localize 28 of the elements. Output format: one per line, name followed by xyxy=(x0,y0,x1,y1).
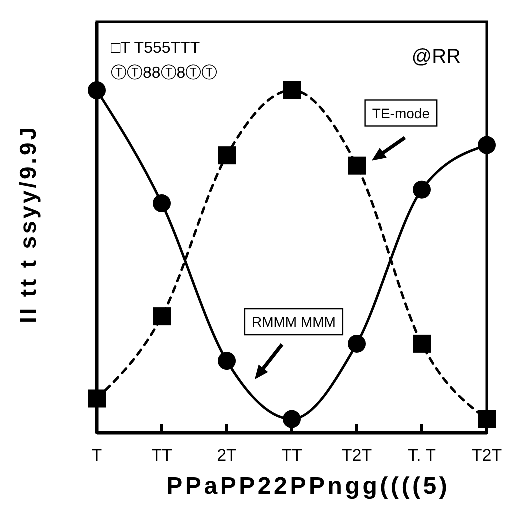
point xyxy=(218,146,236,165)
annotation: TE-mode xyxy=(372,105,430,122)
x-tick-label: T xyxy=(92,446,102,465)
point xyxy=(348,334,366,353)
x-tick-label: 2T xyxy=(217,446,237,465)
x-tick-label: TT xyxy=(282,446,302,465)
x-tick-label: TT xyxy=(152,446,172,465)
x-tick-label: T2T xyxy=(472,446,502,465)
point xyxy=(283,410,301,428)
point xyxy=(478,136,496,154)
point xyxy=(153,194,171,213)
point xyxy=(153,308,171,326)
point xyxy=(283,82,301,100)
text: ⓉⓉ88Ⓣ8ⓉⓉ xyxy=(111,64,218,82)
point xyxy=(88,82,106,100)
annotation: RMMM MMM xyxy=(252,314,336,330)
point xyxy=(88,390,106,408)
x-tick-label: T. T xyxy=(408,446,436,465)
point xyxy=(348,156,366,175)
point xyxy=(478,410,496,428)
y-axis-title: II tt t ssyy/9.9J xyxy=(15,127,41,324)
point xyxy=(413,334,431,353)
point xyxy=(218,352,236,370)
text: @RR xyxy=(412,46,461,68)
x-tick-label: T2T xyxy=(342,446,372,465)
text: □T T555TTT xyxy=(111,40,200,57)
point xyxy=(413,180,431,199)
x-axis-title: PPaPP22PPngg((((5) xyxy=(166,473,448,500)
